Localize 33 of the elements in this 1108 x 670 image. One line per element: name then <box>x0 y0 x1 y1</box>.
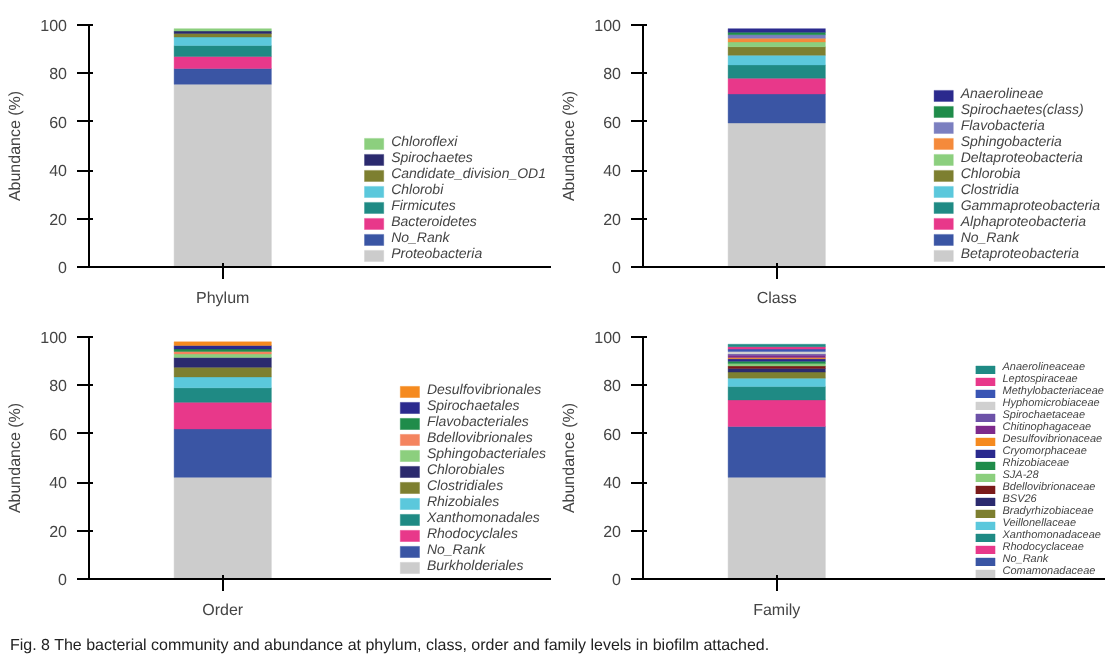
y-tick-label: 100 <box>40 329 69 347</box>
y-tick-label: 20 <box>49 210 69 229</box>
y-tick-label: 0 <box>58 259 69 277</box>
x-tick-label: Family <box>753 601 801 619</box>
y-axis-title: Abundance (%) <box>560 402 579 514</box>
y-tick-label: 0 <box>612 571 623 589</box>
y-tick-label: 0 <box>612 259 623 277</box>
y-tick-label: 40 <box>603 162 623 181</box>
y-axis-title: Abundance (%) <box>6 90 25 202</box>
y-tick-label: 60 <box>603 425 623 444</box>
y-axis-title: Abundance (%) <box>560 90 579 202</box>
y-tick-label: 60 <box>49 113 69 132</box>
y-tick-label: 40 <box>603 474 623 493</box>
y-tick-label: 100 <box>594 17 623 35</box>
y-tick-label: 20 <box>603 522 623 541</box>
y-tick-label: 100 <box>40 17 69 35</box>
y-tick-label: 80 <box>49 377 69 396</box>
y-tick-label: 60 <box>603 113 623 132</box>
y-tick-label: 80 <box>49 65 69 84</box>
y-tick-label: 100 <box>594 329 623 347</box>
y-tick-label: 60 <box>49 425 69 444</box>
y-axis-title: Abundance (%) <box>6 402 25 514</box>
y-tick-label: 20 <box>49 522 69 541</box>
caption: Fig. 8 The bacterial community and abundance at phylum, class, order and family levels in biofilm attached. <box>10 634 770 657</box>
y-tick-label: 40 <box>49 162 69 181</box>
y-tick-label: 20 <box>603 210 623 229</box>
y-tick-label: 80 <box>603 65 623 84</box>
x-tick-label: Phylum <box>196 289 251 307</box>
y-tick-label: 80 <box>603 377 623 396</box>
y-tick-label: 40 <box>49 474 69 493</box>
x-tick-label: Class <box>756 289 797 307</box>
y-tick-label: 0 <box>58 571 69 589</box>
x-tick-label: Order <box>202 601 244 619</box>
